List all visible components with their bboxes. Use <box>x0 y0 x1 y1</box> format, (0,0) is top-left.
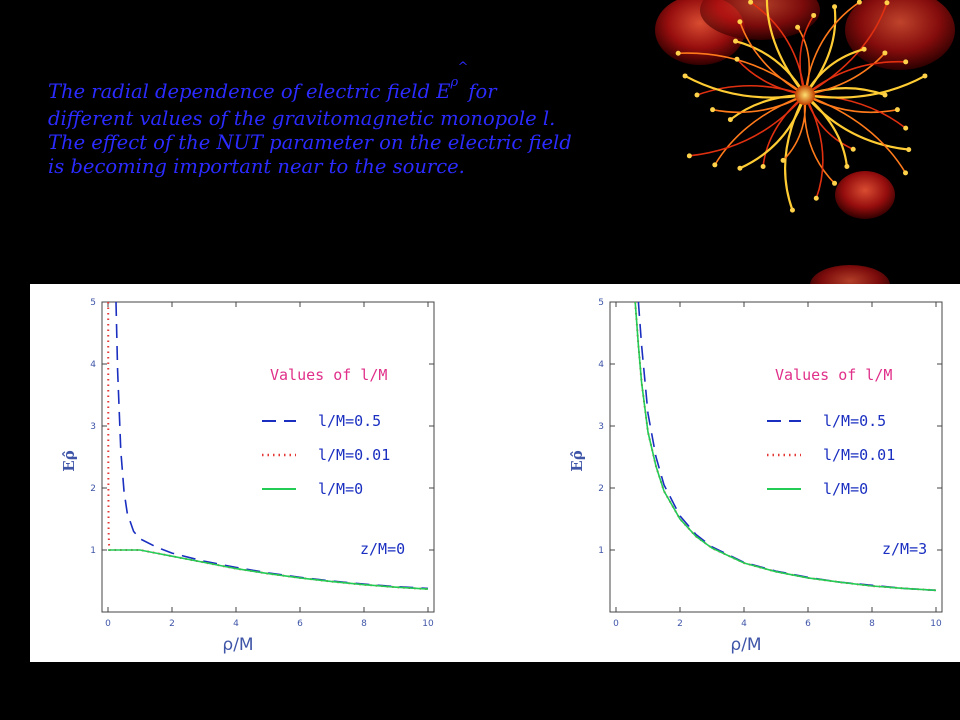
flower-ray <box>677 52 806 96</box>
plot-panel: 0 2 4 6 8 10 1 2 3 4 5 ρ/M Eρ̂ Values of l/M l/M=0.5 l/… <box>30 284 960 662</box>
legend-entry: l/M=0 <box>823 480 868 498</box>
x-tick-label: 8 <box>361 619 367 629</box>
x-tick-label: 0 <box>613 619 619 629</box>
flower-ray-tip <box>906 147 912 153</box>
x-tick-label: 6 <box>805 619 811 629</box>
caption-line-3: The effect of the NUT parameter on the e… <box>48 131 572 154</box>
flower-ray <box>803 94 836 185</box>
flower-ray-tip <box>894 107 900 113</box>
flower-ray <box>803 74 927 99</box>
flower-ray <box>739 20 806 96</box>
flower-ray-tip <box>737 19 743 25</box>
flower-ray-tip <box>882 92 888 98</box>
flower-ray-tip <box>686 153 692 159</box>
flower-ray-tip <box>710 107 716 113</box>
y-tick-label: 4 <box>598 360 604 370</box>
flower-ray-tip <box>760 164 766 170</box>
y-tick-label: 3 <box>598 422 604 432</box>
flower-ray-tip <box>856 0 862 5</box>
flower-ray-tip <box>882 50 888 56</box>
x-tick-label: 2 <box>169 619 175 629</box>
x-tick-label: 4 <box>233 619 239 629</box>
flower-ray-tip <box>789 207 795 213</box>
flower-ray <box>804 60 907 96</box>
caption-line-4: is becoming important near to the source… <box>48 155 465 178</box>
series-line-solid <box>634 302 937 592</box>
flower-ray-tip <box>832 4 838 10</box>
flower-ray <box>804 52 886 96</box>
legend-entry: l/M=0.5 <box>318 412 381 430</box>
flower-ray-tip <box>903 125 909 131</box>
legend-title: Values of l/M <box>775 366 892 384</box>
caption-line-1: The radial dependence of electric field … <box>48 60 497 103</box>
flower-ray-tip <box>832 180 838 186</box>
x-tick-label: 6 <box>297 619 303 629</box>
flower-ray <box>804 94 907 174</box>
flower-ray-tip <box>682 73 688 79</box>
flower-ray-tip <box>850 146 856 152</box>
flower-ray-tip <box>844 164 850 170</box>
y-tick-label: 5 <box>598 298 604 308</box>
x-tick-label: 0 <box>105 619 111 629</box>
x-tick-label: 4 <box>741 619 747 629</box>
flower-ray <box>749 1 806 96</box>
x-tick-label: 2 <box>677 619 683 629</box>
flower-ray-tip <box>861 46 867 52</box>
annotation-label: z/M=0 <box>360 540 405 558</box>
flower-ray-tip <box>737 165 743 171</box>
y-tick-label: 2 <box>598 484 604 494</box>
legend-entry: l/M=0.01 <box>823 446 895 464</box>
flower-ray-tip <box>903 170 909 176</box>
x-tick-label: 10 <box>930 619 942 629</box>
y-tick-label: 1 <box>90 546 96 556</box>
flower-ray-tip <box>903 59 909 65</box>
legend-entry: l/M=0 <box>318 480 363 498</box>
flower-ray <box>804 1 888 96</box>
flower-ray <box>683 74 807 99</box>
flower-ray <box>738 93 807 170</box>
flower-ray-tip <box>734 56 740 62</box>
flower-ray <box>765 0 807 97</box>
caption-line-2: different values of the gravitomagnetic … <box>48 107 556 130</box>
caption-text: The radial dependence of electric field … <box>48 60 668 179</box>
flower-ray-tip <box>727 117 733 123</box>
flower-ray <box>714 94 806 166</box>
x-axis-label: ρ/M <box>730 635 761 655</box>
annotation-label: z/M=3 <box>882 540 927 558</box>
flower-decoration <box>655 0 955 300</box>
x-axis-label: ρ/M <box>222 635 253 655</box>
x-tick-label: 8 <box>869 619 875 629</box>
flower-ray <box>804 94 824 200</box>
flower-ray-tip <box>813 195 819 201</box>
y-tick-label: 3 <box>90 422 96 432</box>
flower-ray-tip <box>712 162 718 168</box>
y-tick-label: 2 <box>90 484 96 494</box>
flower-ray-tip <box>748 0 754 5</box>
y-axis-label: Eρ̂ <box>60 450 78 471</box>
flower-ray-tip <box>922 73 928 79</box>
plot-frame <box>609 301 943 613</box>
flower-ray-tip <box>795 24 801 30</box>
x-tick-label: 10 <box>422 619 434 629</box>
flower-ray <box>736 58 806 96</box>
flower-ray <box>804 1 861 96</box>
flower-ray-tip <box>780 157 786 163</box>
flower-ray-tip <box>694 92 700 98</box>
flower-ray-tip <box>733 38 739 44</box>
plot-frame <box>101 301 435 613</box>
legend-entry: l/M=0.5 <box>823 412 886 430</box>
legend-entry: l/M=0.01 <box>318 446 390 464</box>
y-tick-label: 5 <box>90 298 96 308</box>
flower-ray-tip <box>811 12 817 18</box>
flower-ray <box>688 94 806 157</box>
flower-ray-tip <box>675 50 681 56</box>
y-axis-label: Eρ̂ <box>568 450 586 471</box>
series-line-solid <box>108 549 429 590</box>
y-tick-label: 1 <box>598 546 604 556</box>
y-tick-label: 4 <box>90 360 96 370</box>
flower-ray-tip <box>884 0 890 6</box>
legend-title: Values of l/M <box>270 366 387 384</box>
